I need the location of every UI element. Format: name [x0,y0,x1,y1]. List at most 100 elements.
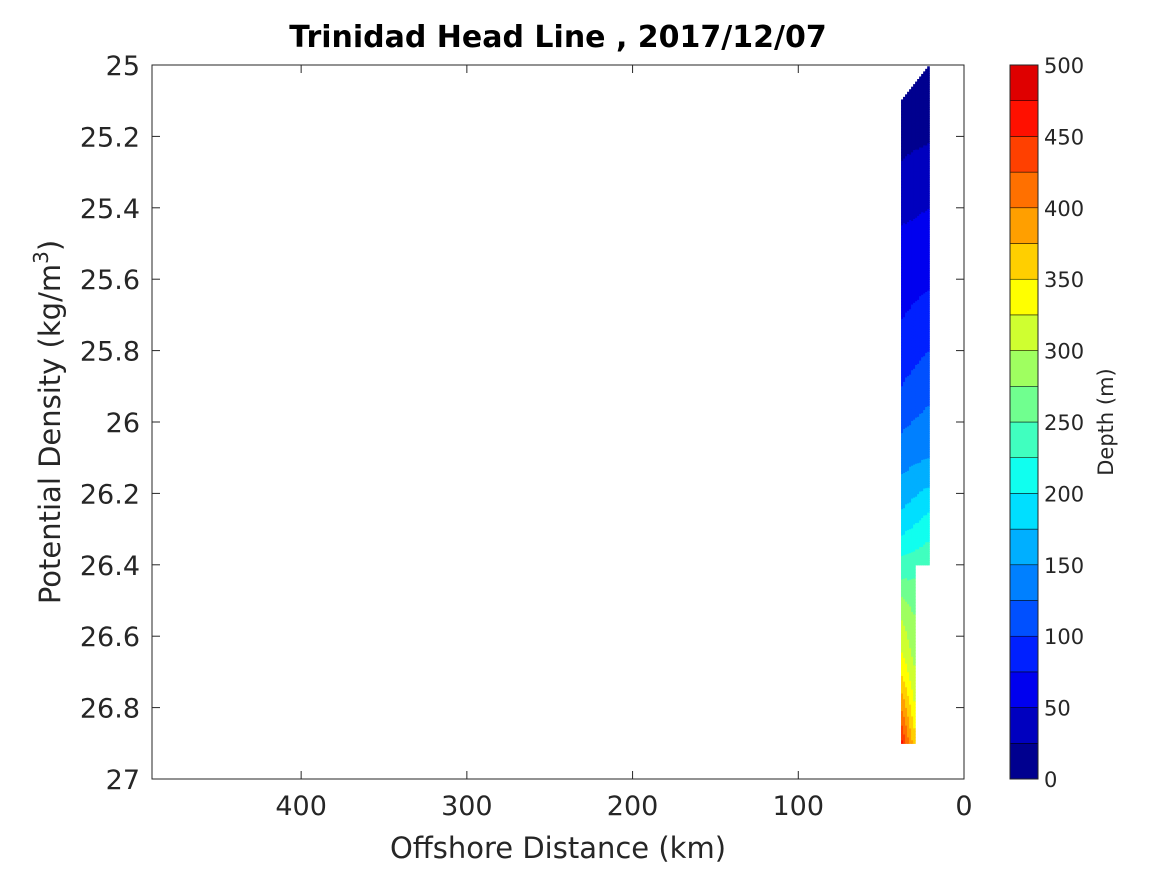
y-axis-label: Potential Density (kg/m3) [29,240,67,604]
contour-cell [917,483,920,486]
contour-cell [903,467,906,471]
contour-cell [901,380,904,384]
contour-cell [917,182,920,186]
contour-cell [911,373,914,377]
contour-cell [913,308,916,313]
contour-cell [901,201,904,206]
contour-cell [915,476,918,480]
contour-cell [925,264,928,268]
contour-cell [901,684,904,689]
contour-cell [917,414,920,418]
contour-cell [927,79,930,83]
contour-cell [923,163,926,167]
contour-cell [907,284,910,288]
contour-cell [911,420,914,425]
contour-cell [921,517,924,521]
contour-cell [903,710,906,715]
contour-cell [921,343,924,347]
contour-cell [907,556,910,561]
contour-cell [915,235,918,239]
contour-cell [921,169,924,173]
contour-cell [927,84,930,88]
contour-cell [917,553,920,557]
contour-cell [913,87,916,91]
contour-cell [915,485,918,489]
contour-cell [927,161,930,165]
contour-cell [927,492,930,496]
contour-cell [903,434,906,439]
contour-cell [917,306,920,310]
contour-cell [927,324,930,328]
contour-cell [915,378,918,381]
contour-cell [909,297,912,301]
contour-cell [911,223,914,228]
contour-cell [913,506,916,511]
contour-cell [927,274,930,278]
contour-cell [903,614,906,618]
contour-cell [907,467,910,472]
contour-cell [915,542,918,546]
contour-cell [911,250,914,255]
contour-cell [915,411,918,414]
contour-cell [925,422,928,426]
contour-cell [927,548,930,552]
contour-cell [915,481,918,485]
contour-cell [905,100,908,104]
contour-cell [925,467,928,471]
contour-cell [915,118,918,122]
contour-cell [921,312,924,316]
contour-cell [915,545,918,548]
contour-cell [907,124,910,128]
contour-cell [909,246,912,251]
contour-cell [903,652,906,656]
contour-cell [905,424,908,429]
contour-cell [923,270,926,274]
contour-cell [905,371,908,376]
contour-cell [921,279,924,283]
contour-cell [909,335,912,340]
contour-cell [915,96,918,100]
contour-cell [905,669,908,674]
contour-cell [901,427,904,431]
contour-cell [921,477,924,481]
contour-cell [903,461,906,465]
colorbar-tick-label: 500 [1044,54,1084,78]
contour-cell [911,740,914,744]
y-axis-label-close: ) [33,240,67,251]
contour-cell [923,87,926,90]
contour-cell [923,279,926,283]
contour-cell [905,415,908,420]
contour-cell [919,422,922,426]
contour-cell [917,366,920,369]
contour-cell [927,338,930,342]
contour-cell [911,543,914,547]
contour-cell [907,414,910,419]
contour-cell [905,542,908,547]
contour-cell [901,283,904,288]
contour-cell [919,183,922,186]
contour-cell [911,355,914,359]
contour-cell [917,330,920,334]
contour-cell [905,433,908,438]
contour-cell [923,248,926,252]
contour-cell [901,520,904,525]
contour-cell [925,357,928,361]
contour-cell [903,655,906,659]
contour-cell [911,689,914,694]
contour-cell [915,90,918,94]
contour-cell [927,233,930,237]
contour-cell [927,270,930,274]
contour-cell [907,219,910,223]
contour-cell [919,180,922,184]
contour-cell [913,263,916,268]
contour-cell [917,531,920,535]
contour-cell [923,111,926,115]
contour-cell [913,132,916,136]
contour-cell [905,153,908,157]
contour-cell [913,707,916,711]
contour-cell [919,338,922,342]
contour-cell [909,674,912,679]
contour-cell [901,667,904,671]
contour-cell [925,521,928,525]
contour-cell [907,479,910,484]
